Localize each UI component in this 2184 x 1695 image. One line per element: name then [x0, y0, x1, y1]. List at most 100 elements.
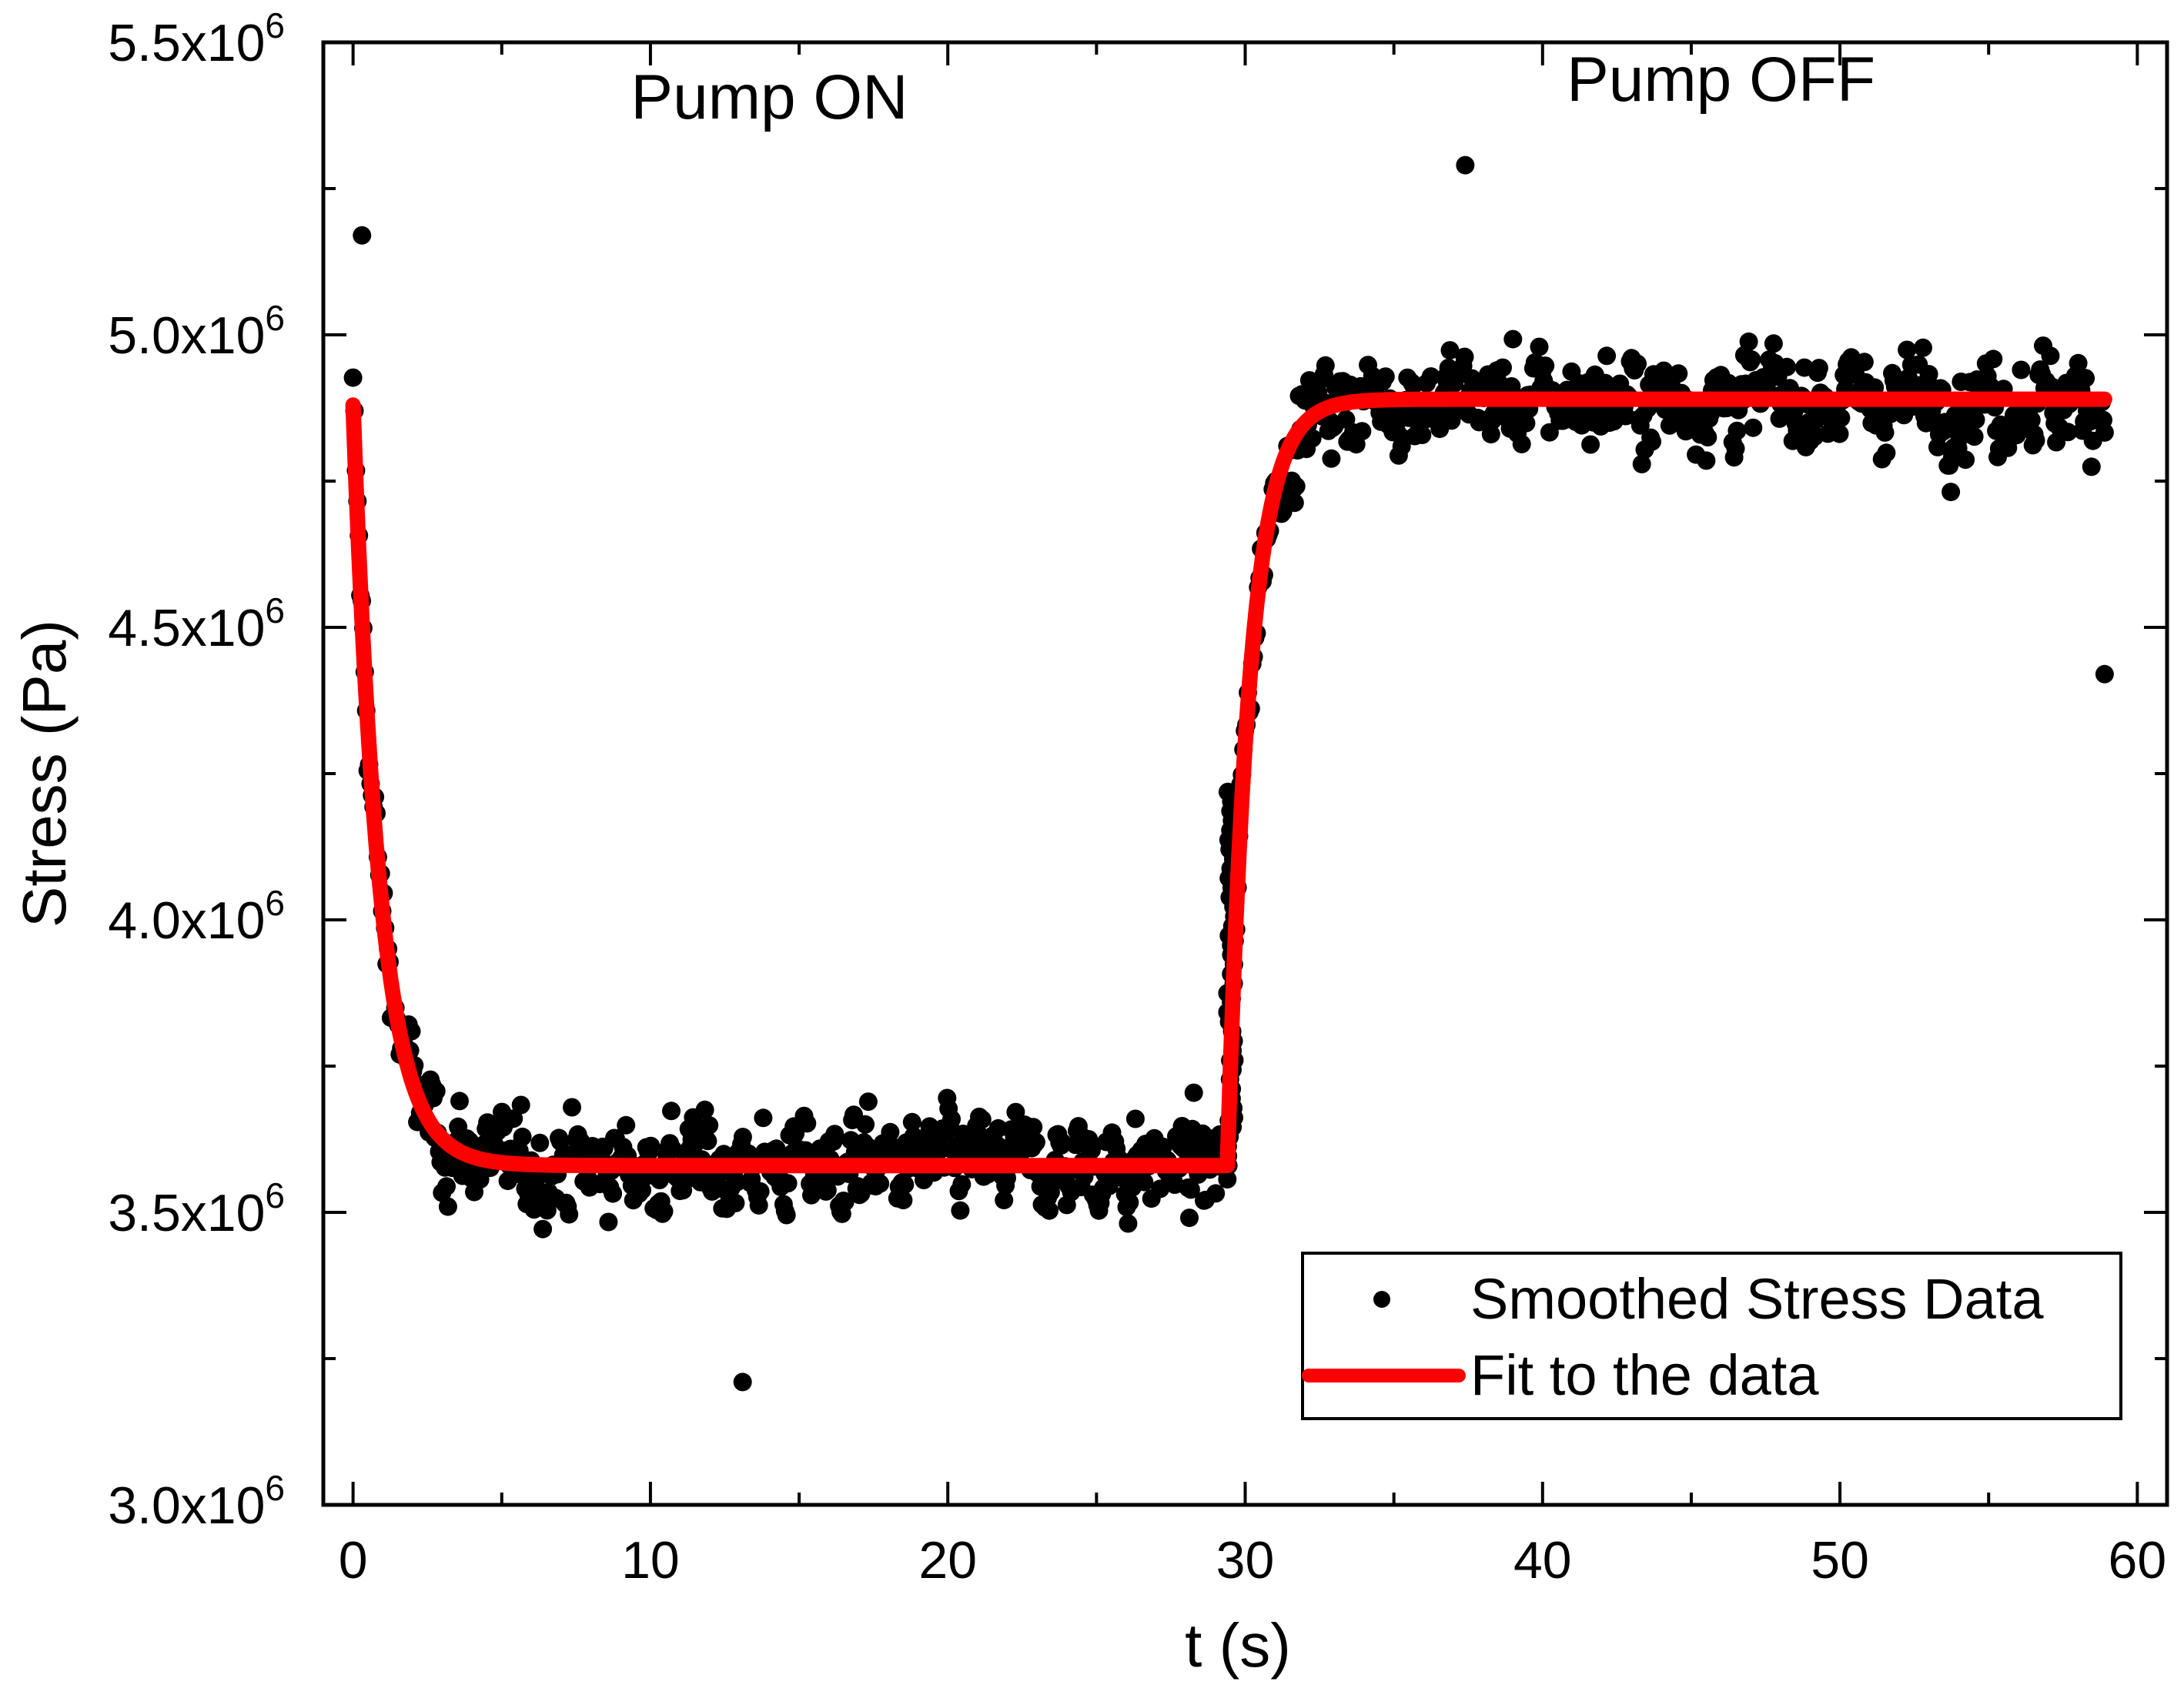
data-point: [1739, 332, 1758, 351]
data-point: [727, 1172, 747, 1192]
data-layer: [343, 155, 2114, 1392]
data-point: [2022, 410, 2041, 430]
data-point: [1875, 423, 1895, 442]
data-point: [654, 1202, 674, 1221]
data-point: [533, 1219, 553, 1239]
data-point: [513, 1127, 532, 1146]
data-point: [733, 1128, 752, 1147]
data-point: [1742, 350, 1761, 369]
data-point: [1632, 454, 1651, 473]
data-point: [1965, 427, 1984, 446]
x-tick-label: 10: [621, 1531, 680, 1590]
data-point: [1942, 483, 1961, 502]
data-point: [343, 368, 363, 387]
data-point: [972, 1110, 992, 1129]
data-point: [1764, 334, 1783, 353]
data-point: [1218, 782, 1237, 801]
data-point: [796, 1141, 815, 1160]
data-point: [1697, 451, 1716, 470]
data-point: [2076, 369, 2095, 388]
x-tick-label: 60: [2109, 1531, 2167, 1590]
data-point: [504, 1109, 523, 1128]
data-point: [604, 1184, 623, 1203]
x-tick-label: 30: [1216, 1531, 1275, 1590]
data-point: [1303, 429, 1322, 448]
data-point: [1024, 1118, 1043, 1137]
data-point: [1914, 338, 1932, 357]
data-point: [1643, 432, 1661, 451]
data-point: [767, 1139, 786, 1158]
y-axis-title: Stress (Pa): [10, 620, 79, 928]
data-point: [1413, 426, 1432, 444]
data-point: [1536, 356, 1555, 376]
data-point: [1181, 1180, 1200, 1199]
data-point: [700, 1115, 719, 1135]
data-point: [1778, 357, 1797, 376]
y-tick-label: 5.0x106: [108, 298, 285, 365]
x-tick-label: 0: [339, 1531, 368, 1590]
y-tick-label: 5.5x106: [108, 5, 285, 72]
data-point: [1285, 493, 1304, 513]
data-point: [778, 1174, 798, 1193]
data-point: [2095, 423, 2114, 442]
y-tick-label: 4.0x106: [108, 883, 285, 950]
data-point: [1855, 353, 1874, 372]
data-point: [1744, 418, 1763, 437]
data-point: [871, 1174, 890, 1193]
data-point: [530, 1133, 550, 1152]
data-point: [1966, 410, 1985, 430]
fit-layer: [345, 391, 2112, 1174]
data-point: [1628, 354, 1647, 373]
data-point: [1184, 1083, 1203, 1102]
data-point: [2059, 423, 2078, 442]
data-point: [1669, 364, 1688, 383]
data-point: [695, 1100, 714, 1119]
data-point: [650, 1171, 669, 1189]
data-point: [951, 1201, 970, 1220]
data-point: [1120, 1193, 1139, 1212]
data-point: [563, 1098, 581, 1117]
x-tick-label: 40: [1513, 1531, 1572, 1590]
data-point: [426, 1082, 446, 1101]
data-point: [1135, 1172, 1154, 1192]
data-point: [2026, 431, 2045, 450]
legend-box: [1301, 1252, 2122, 1420]
data-point: [754, 1108, 773, 1128]
data-point: [1218, 1170, 1237, 1189]
data-point-outlier: [733, 1372, 752, 1392]
data-point: [1376, 367, 1395, 386]
data-point: [726, 1193, 745, 1212]
data-point: [995, 1191, 1014, 1210]
data-point: [1698, 428, 1717, 446]
data-point: [895, 1175, 915, 1194]
labels-layer: t (s) Stress (Pa) Pump ON Pump OFF: [10, 45, 1875, 1680]
data-point: [749, 1195, 768, 1215]
data-point: [1512, 434, 1531, 453]
data-point: [450, 1092, 469, 1111]
data-point: [942, 1109, 961, 1128]
legend-label-smoothed-stress: Smoothed Stress Data: [1470, 1267, 2044, 1331]
data-point-outlier: [1456, 155, 1475, 175]
data-point: [1119, 1214, 1138, 1233]
data-point: [825, 1125, 845, 1144]
y-tick-label: 3.5x106: [108, 1175, 285, 1242]
data-point: [751, 1182, 770, 1201]
data-point: [1517, 413, 1536, 433]
data-point: [1727, 421, 1747, 440]
annotation-pump-off: Pump OFF: [1567, 45, 1875, 115]
data-point: [698, 1132, 717, 1151]
data-point: [1353, 422, 1372, 441]
legend: Smoothed Stress Data Fit to the data: [1301, 1252, 2122, 1420]
x-tick-label: 50: [1811, 1531, 1869, 1590]
ticks-layer: 0 10 20 30 40 50 60 3.0x106 3.5x106 4.0x106 4.5x10…: [108, 5, 2167, 1590]
data-point-outlier: [353, 226, 372, 245]
data-point: [1493, 358, 1512, 377]
data-point: [1151, 1179, 1170, 1199]
data-point: [2012, 360, 2031, 379]
data-point: [1809, 359, 1828, 378]
data-point: [641, 1136, 661, 1155]
data-point: [1726, 439, 1745, 458]
x-tick-label: 20: [918, 1531, 977, 1590]
